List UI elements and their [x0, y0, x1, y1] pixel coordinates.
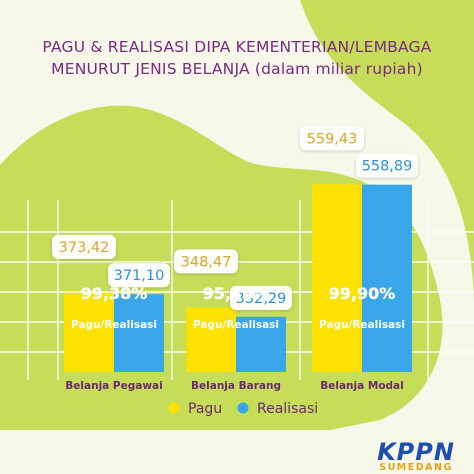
label-box-realisasi-0 [108, 263, 170, 288]
percentage-label-1: 95,36% [203, 284, 270, 303]
label-box-realisasi-1 [230, 285, 292, 310]
percentage-label-0: 99,38% [81, 284, 148, 303]
legend-label-pagu: Pagu [188, 401, 222, 417]
logo-sub-text: SUMEDANG [379, 462, 453, 473]
label-box-pagu-2 [300, 126, 364, 151]
chart-title-line-1: PAGU & REALISASI DIPA KEMENTERIAN/LEMBAG… [42, 38, 432, 56]
data-label-pagu-0: 373,42 [59, 240, 110, 256]
legend-marker-realisasi [237, 402, 249, 414]
data-label-pagu-2: 559,43 [307, 131, 358, 147]
bar-pagu-1 [186, 307, 236, 372]
percentage-caption-0: Pagu/Realisasi [71, 319, 157, 331]
data-label-realisasi-1: 332,29 [236, 291, 287, 307]
bar-realisasi-1 [236, 316, 286, 372]
chart-title-line-2: MENURUT JENIS BELANJA (dalam miliar rupi… [51, 60, 423, 78]
category-label-1: Belanja Barang [191, 380, 281, 392]
label-box-pagu-1 [174, 249, 238, 274]
green-blob-bottom [0, 430, 474, 474]
category-label-0: Belanja Pegawai [65, 380, 162, 392]
data-label-realisasi-2: 558,89 [362, 159, 413, 175]
bar-realisasi-0 [114, 294, 164, 372]
bar-realisasi-2 [362, 184, 412, 372]
logo-main-text: KPPN [377, 438, 455, 466]
percentage-caption-1: Pagu/Realisasi [193, 319, 279, 331]
percentage-label-2: 99,90% [329, 284, 396, 303]
data-label-pagu-1: 348,47 [181, 254, 232, 270]
kppn-sumedang-logo: KPPN SUMEDANG [366, 440, 466, 473]
category-label-2: Belanja Modal [320, 380, 404, 392]
legend-label-realisasi: Realisasi [257, 401, 318, 417]
label-box-realisasi-2 [356, 153, 418, 178]
label-box-pagu-0 [52, 234, 116, 259]
bar-pagu-0 [64, 292, 114, 372]
green-blob-top-right [300, 0, 474, 300]
percentage-caption-2: Pagu/Realisasi [319, 319, 405, 331]
data-label-realisasi-0: 371,10 [114, 268, 165, 284]
legend-marker-pagu [168, 402, 180, 414]
bar-pagu-2 [312, 184, 362, 372]
